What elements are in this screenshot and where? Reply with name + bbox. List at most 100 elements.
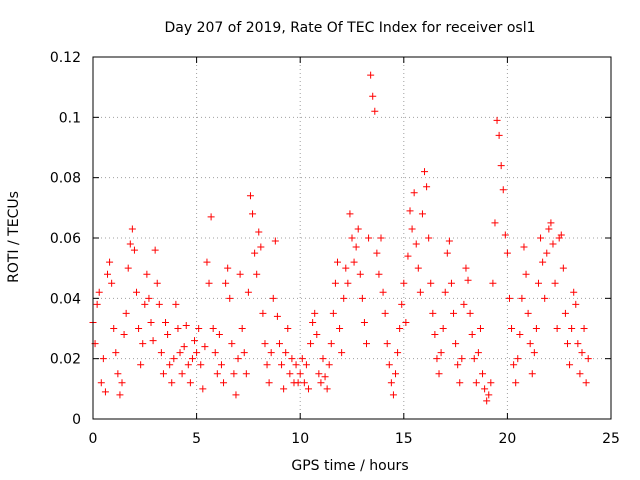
- data-point: [568, 325, 576, 332]
- data-point: [470, 355, 478, 363]
- data-point: [445, 237, 453, 245]
- y-tick-label: 0.08: [50, 171, 81, 187]
- data-point: [203, 258, 211, 266]
- data-point: [126, 240, 134, 248]
- data-point: [400, 279, 408, 287]
- data-point: [224, 264, 232, 272]
- data-point: [110, 325, 118, 332]
- data-point: [186, 379, 194, 387]
- data-point: [172, 300, 180, 308]
- data-point: [570, 288, 578, 296]
- data-point: [267, 349, 275, 357]
- data-point: [259, 309, 267, 317]
- data-point: [497, 162, 505, 170]
- data-point: [296, 370, 304, 378]
- data-point: [379, 288, 387, 296]
- data-point: [580, 325, 588, 332]
- data-point: [246, 192, 254, 200]
- x-tick-label: 10: [291, 431, 309, 447]
- data-point: [462, 264, 470, 272]
- data-point: [576, 370, 584, 378]
- data-point: [450, 309, 458, 317]
- data-point: [410, 189, 418, 197]
- data-point: [327, 340, 335, 348]
- data-point: [464, 276, 472, 284]
- data-point: [319, 355, 327, 363]
- y-tick-label: 0.06: [50, 231, 81, 247]
- data-point: [104, 270, 112, 278]
- data-point: [526, 340, 534, 348]
- data-point: [253, 270, 261, 278]
- data-point: [553, 325, 561, 332]
- data-point: [383, 340, 391, 348]
- data-point: [199, 385, 207, 393]
- data-point: [331, 279, 339, 287]
- data-point: [508, 325, 516, 332]
- data-point: [139, 340, 147, 348]
- data-point: [325, 361, 333, 369]
- data-point: [313, 331, 321, 339]
- data-point: [251, 249, 259, 257]
- data-point: [530, 349, 538, 357]
- data-point: [180, 343, 188, 351]
- data-point: [406, 207, 414, 215]
- data-point: [468, 331, 476, 339]
- data-point: [240, 349, 248, 357]
- data-point: [474, 349, 482, 357]
- data-point: [321, 373, 329, 381]
- data-point: [93, 300, 101, 308]
- data-point: [541, 294, 549, 302]
- data-point: [108, 279, 116, 287]
- data-point: [288, 355, 296, 363]
- data-point: [174, 325, 182, 332]
- data-point: [333, 258, 341, 266]
- data-point: [377, 234, 385, 242]
- data-point: [317, 379, 325, 387]
- data-point: [501, 231, 509, 239]
- data-point: [392, 370, 400, 378]
- data-point: [220, 379, 228, 387]
- data-point: [481, 385, 489, 393]
- data-point: [222, 279, 230, 287]
- data-point: [394, 349, 402, 357]
- data-point: [398, 300, 406, 308]
- data-point: [354, 225, 362, 233]
- data-point: [261, 340, 269, 348]
- data-point: [356, 270, 364, 278]
- data-point: [118, 379, 126, 387]
- data-point: [499, 186, 507, 194]
- y-tick-label: 0.12: [50, 50, 81, 66]
- data-point: [514, 355, 522, 363]
- data-point: [460, 300, 468, 308]
- data-point: [133, 288, 141, 296]
- data-point: [358, 294, 366, 302]
- data-point: [164, 331, 172, 339]
- x-axis-label: GPS time / hours: [291, 458, 408, 474]
- data-point: [340, 294, 348, 302]
- y-axis-label: ROTI / TECUs: [6, 191, 22, 283]
- data-point: [528, 370, 536, 378]
- data-point: [298, 355, 306, 363]
- data-point: [124, 264, 132, 272]
- x-tick-label: 5: [192, 431, 201, 447]
- data-point: [578, 349, 586, 357]
- data-point: [408, 225, 416, 233]
- data-point: [284, 325, 292, 332]
- data-point: [429, 309, 437, 317]
- data-point: [418, 210, 426, 218]
- data-point: [300, 379, 308, 387]
- data-point: [524, 309, 532, 317]
- data-point: [205, 279, 213, 287]
- data-point: [363, 340, 371, 348]
- data-point: [537, 234, 545, 242]
- data-point: [404, 252, 412, 260]
- data-point: [184, 361, 192, 369]
- data-point: [338, 349, 346, 357]
- data-point: [381, 309, 389, 317]
- data-point: [566, 361, 574, 369]
- data-point: [516, 331, 524, 339]
- data-point: [168, 379, 176, 387]
- data-point: [479, 370, 487, 378]
- data-point: [114, 370, 122, 378]
- data-point: [476, 325, 484, 332]
